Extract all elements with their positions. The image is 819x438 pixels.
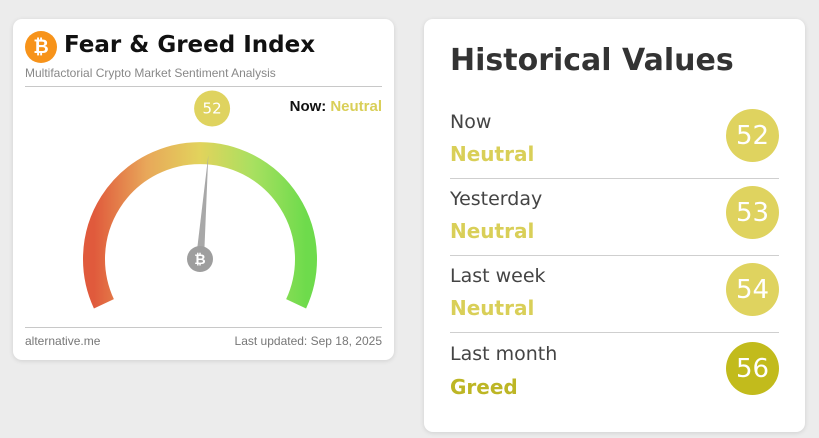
history-classification: Neutral bbox=[450, 219, 535, 243]
divider bbox=[450, 255, 779, 256]
history-classification: Neutral bbox=[450, 142, 535, 166]
needle-hub-icon bbox=[187, 246, 213, 272]
divider bbox=[25, 327, 382, 328]
gauge-needle bbox=[196, 155, 209, 260]
gauge-subtitle: Multifactorial Crypto Market Sentiment A… bbox=[25, 66, 276, 80]
now-classification: Neutral bbox=[330, 98, 382, 115]
history-classification: Neutral bbox=[450, 296, 535, 320]
history-value-badge: 52 bbox=[726, 109, 779, 162]
gauge-arc bbox=[83, 142, 317, 309]
history-row-yesterday: Yesterday Neutral 53 bbox=[450, 186, 779, 263]
fear-greed-card: ₿ Fear & Greed Index Multifactorial Cryp… bbox=[13, 19, 394, 360]
divider bbox=[450, 178, 779, 179]
history-label: Last week bbox=[450, 265, 546, 287]
history-value-badge: 56 bbox=[726, 342, 779, 395]
divider bbox=[450, 332, 779, 333]
now-label: Now: bbox=[289, 98, 327, 115]
history-label: Yesterday bbox=[450, 188, 543, 210]
history-classification: Greed bbox=[450, 375, 518, 399]
history-value-badge: 54 bbox=[726, 263, 779, 316]
history-row-last-month: Last month Greed 56 bbox=[450, 341, 779, 418]
historical-values-card: Historical Values Now Neutral 52 Yesterd… bbox=[424, 19, 805, 432]
history-row-now: Now Neutral 52 bbox=[450, 109, 779, 186]
history-value-badge: 53 bbox=[726, 186, 779, 239]
history-label: Last month bbox=[450, 343, 558, 365]
source-link[interactable]: alternative.me bbox=[25, 334, 101, 348]
gauge-title: Fear & Greed Index bbox=[64, 32, 316, 58]
needle-bitcoin-icon: ₿ bbox=[194, 252, 205, 268]
history-row-last-week: Last week Neutral 54 bbox=[450, 263, 779, 340]
gauge-value-text: 52 bbox=[203, 100, 222, 118]
bitcoin-logo-icon: ₿ bbox=[25, 31, 57, 63]
gauge-value-bubble bbox=[194, 90, 231, 127]
now-indicator: Now: Neutral bbox=[290, 98, 382, 115]
divider bbox=[25, 86, 382, 87]
history-label: Now bbox=[450, 111, 492, 133]
historical-title: Historical Values bbox=[450, 43, 734, 78]
gauge-chart: ₿ 52 bbox=[83, 90, 317, 309]
last-updated: Last updated: Sep 18, 2025 bbox=[234, 334, 382, 348]
